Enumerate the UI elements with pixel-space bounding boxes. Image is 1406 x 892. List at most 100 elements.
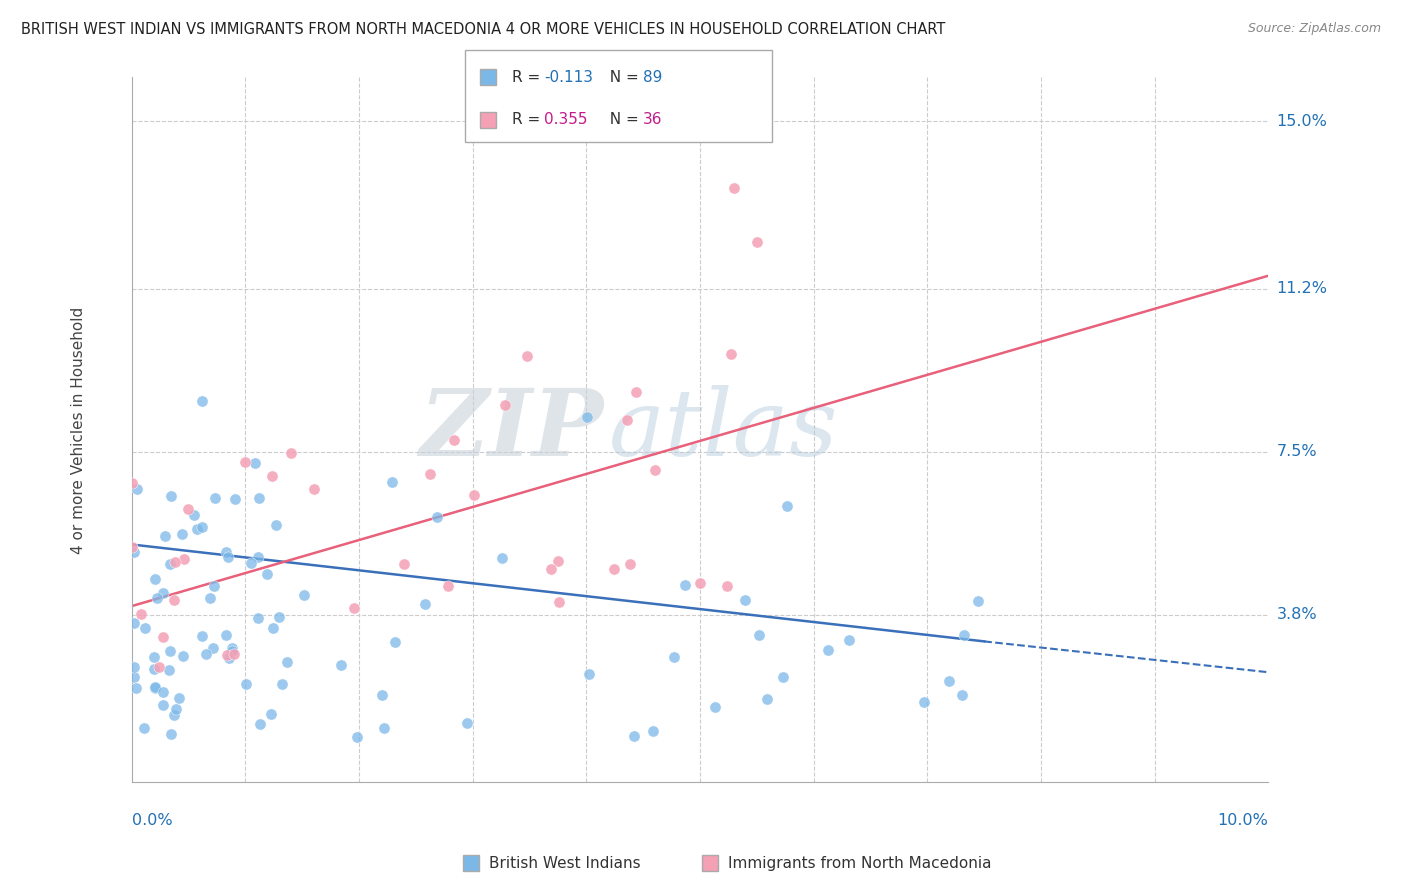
Point bbox=[373, 722, 395, 736]
Point bbox=[172, 527, 194, 541]
Point bbox=[202, 579, 225, 593]
Point bbox=[246, 550, 269, 565]
Point bbox=[938, 674, 960, 689]
Text: N =: N = bbox=[600, 112, 644, 128]
Text: 10.0%: 10.0% bbox=[1218, 813, 1268, 828]
Point bbox=[159, 557, 181, 571]
Point bbox=[772, 670, 794, 684]
Point bbox=[456, 716, 478, 731]
Point bbox=[247, 611, 270, 625]
Point bbox=[202, 640, 225, 655]
Point bbox=[264, 517, 287, 532]
Point bbox=[222, 647, 245, 661]
Point bbox=[748, 628, 770, 642]
Point bbox=[221, 640, 243, 655]
Text: atlas: atlas bbox=[609, 385, 838, 475]
Point bbox=[122, 616, 145, 631]
Point bbox=[623, 729, 645, 743]
Point bbox=[173, 552, 195, 566]
Point bbox=[159, 489, 181, 503]
Point bbox=[262, 468, 284, 483]
Point bbox=[194, 647, 217, 661]
Point bbox=[186, 522, 208, 536]
Point bbox=[217, 550, 239, 565]
Text: ZIP: ZIP bbox=[419, 385, 603, 475]
Point bbox=[547, 554, 569, 568]
Point bbox=[644, 463, 666, 477]
Point bbox=[723, 180, 745, 194]
Point bbox=[163, 708, 186, 723]
Point bbox=[704, 699, 727, 714]
Point bbox=[370, 688, 392, 702]
Point bbox=[950, 688, 973, 702]
Point bbox=[177, 501, 200, 516]
Point bbox=[124, 545, 146, 559]
Point bbox=[491, 550, 513, 565]
Point bbox=[837, 632, 859, 647]
Text: 0.355: 0.355 bbox=[544, 112, 588, 128]
Point bbox=[547, 595, 569, 609]
Point bbox=[190, 394, 212, 409]
Point bbox=[143, 681, 166, 695]
Point bbox=[967, 594, 990, 608]
Point bbox=[204, 491, 226, 505]
Point bbox=[673, 577, 696, 591]
Point bbox=[142, 661, 165, 675]
Point bbox=[256, 566, 278, 581]
Point bbox=[153, 528, 176, 542]
Text: -0.113: -0.113 bbox=[544, 70, 593, 85]
Point bbox=[165, 555, 187, 569]
Point bbox=[172, 648, 194, 663]
Point bbox=[152, 698, 174, 713]
Point bbox=[122, 670, 145, 684]
Point bbox=[183, 508, 205, 522]
Point bbox=[247, 491, 270, 505]
Point bbox=[578, 666, 600, 681]
Text: BRITISH WEST INDIAN VS IMMIGRANTS FROM NORTH MACEDONIA 4 OR MORE VEHICLES IN HOU: BRITISH WEST INDIAN VS IMMIGRANTS FROM N… bbox=[21, 22, 945, 37]
Point bbox=[122, 659, 145, 673]
Text: 11.2%: 11.2% bbox=[1277, 281, 1327, 296]
Point bbox=[516, 349, 538, 363]
Point bbox=[329, 657, 352, 672]
Point bbox=[143, 572, 166, 586]
Point bbox=[734, 593, 756, 607]
Point bbox=[121, 540, 143, 554]
Point bbox=[167, 690, 190, 705]
Point bbox=[912, 695, 935, 709]
Point bbox=[129, 607, 152, 621]
Point bbox=[132, 721, 155, 735]
Point bbox=[215, 648, 238, 662]
Point bbox=[152, 630, 174, 644]
Point bbox=[575, 410, 598, 425]
Point bbox=[243, 456, 266, 470]
Text: 3.8%: 3.8% bbox=[1277, 607, 1317, 623]
Point bbox=[463, 488, 485, 502]
Point bbox=[443, 433, 465, 447]
Point bbox=[419, 467, 441, 481]
Point bbox=[152, 685, 174, 699]
Point bbox=[191, 629, 214, 643]
Point bbox=[426, 510, 449, 524]
Point bbox=[271, 676, 294, 690]
Point bbox=[159, 663, 181, 677]
Point bbox=[302, 482, 325, 496]
Point bbox=[152, 585, 174, 599]
Point bbox=[233, 455, 256, 469]
Text: N =: N = bbox=[600, 70, 644, 85]
Point bbox=[221, 644, 243, 658]
Point bbox=[235, 677, 257, 691]
Point bbox=[215, 544, 238, 558]
Point bbox=[159, 644, 181, 658]
Point bbox=[662, 649, 685, 664]
Point bbox=[125, 681, 148, 696]
Point bbox=[437, 579, 460, 593]
Point bbox=[224, 491, 246, 506]
Point bbox=[121, 476, 143, 491]
Point bbox=[276, 655, 298, 669]
Point bbox=[716, 579, 738, 593]
Point bbox=[343, 601, 366, 615]
Point bbox=[745, 235, 768, 250]
Text: British West Indians: British West Indians bbox=[489, 856, 641, 871]
Point bbox=[160, 727, 183, 741]
Point bbox=[626, 385, 648, 400]
